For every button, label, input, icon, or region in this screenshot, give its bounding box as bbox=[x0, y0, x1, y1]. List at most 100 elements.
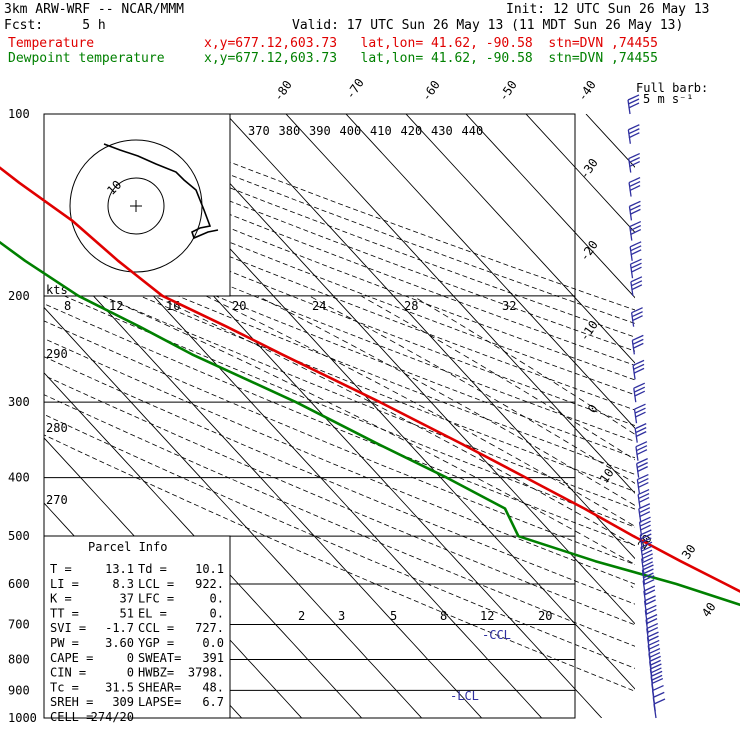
wind-barb-staff bbox=[631, 340, 635, 355]
wind-barb bbox=[643, 585, 656, 606]
wind-barb-flag bbox=[641, 545, 653, 552]
isotherm-label: -50 bbox=[496, 78, 520, 104]
temperature-location: x,y=677.12,603.73 lat,lon= 41.62, -90.58… bbox=[204, 36, 658, 51]
wind-barb-flag bbox=[630, 276, 643, 283]
valid-time: Valid: 17 UTC Sun 26 May 13 (11 MDT Sun … bbox=[292, 18, 684, 33]
wind-barb bbox=[631, 334, 644, 355]
speed-tick-label: 8 bbox=[64, 299, 71, 313]
wind-barb-flag bbox=[644, 599, 656, 606]
wind-barb-staff bbox=[638, 522, 643, 537]
pressure-tick-label: 900 bbox=[8, 683, 30, 697]
isotherm-line bbox=[165, 114, 635, 625]
wind-barb-flag bbox=[633, 363, 645, 370]
wind-barb-flag bbox=[632, 334, 644, 341]
wind-barb-staff bbox=[629, 246, 633, 261]
wind-barb-flag bbox=[646, 618, 658, 625]
wind-barb-flag bbox=[639, 524, 651, 531]
isotherm-label: 40 bbox=[699, 600, 719, 620]
dry-adiabat-line bbox=[44, 356, 635, 605]
dry-adiabat-line bbox=[44, 152, 635, 381]
wind-barb-flag bbox=[631, 315, 643, 322]
wind-barb bbox=[642, 575, 655, 595]
wind-barb-flag bbox=[629, 204, 641, 211]
isotherm-line bbox=[405, 114, 635, 364]
mixing-ratio-label: 8 bbox=[440, 609, 447, 623]
wind-barb-flag bbox=[650, 663, 662, 670]
wind-barb-flag bbox=[651, 674, 663, 681]
wind-barb-flag bbox=[629, 241, 642, 248]
wind-barb-flag bbox=[642, 564, 654, 571]
parcel-info-key: YGP = bbox=[138, 636, 174, 650]
wind-barb-flag bbox=[635, 445, 648, 452]
mixing-ratio-label: 20 bbox=[538, 609, 552, 623]
wind-barb-flag bbox=[630, 228, 642, 236]
parcel-info-value: 0. bbox=[210, 606, 224, 620]
dry-adiabat-line bbox=[44, 139, 635, 366]
wind-barb-flag bbox=[642, 561, 654, 568]
wind-barb-flag bbox=[629, 224, 642, 232]
wind-barb bbox=[643, 595, 656, 615]
parcel-info-key: K = bbox=[50, 592, 72, 606]
wind-barb-flag bbox=[634, 390, 646, 397]
parcel-info-value: 274/20 bbox=[91, 710, 134, 724]
wind-barb bbox=[637, 488, 650, 509]
dewpoint-line bbox=[0, 240, 740, 607]
parcel-info-key: SVI = bbox=[50, 621, 86, 635]
parcel-info-key: Tc = bbox=[50, 680, 79, 694]
wind-barb-flag bbox=[643, 585, 656, 592]
mixing-ratio-label: 5 bbox=[390, 609, 397, 623]
wind-barb-flag bbox=[630, 262, 642, 269]
wind-barb-flag bbox=[639, 511, 651, 518]
forecast-hour: Fcst: 5 h bbox=[4, 18, 106, 33]
wind-barb-staff bbox=[636, 479, 641, 494]
wind-barb-staff bbox=[636, 463, 640, 478]
theta-label: 420 bbox=[401, 124, 423, 138]
wind-barb bbox=[628, 176, 641, 197]
wind-barb-flag bbox=[630, 245, 642, 252]
wind-barb bbox=[627, 124, 640, 144]
moist-adiabat-line bbox=[308, 295, 635, 484]
parcel-info-box bbox=[43, 535, 231, 719]
plot-frame bbox=[43, 113, 576, 719]
moist-adiabat-line bbox=[257, 295, 635, 506]
wind-barb-flag bbox=[629, 160, 641, 168]
wind-barb-staff bbox=[630, 312, 635, 327]
hodograph-box bbox=[43, 113, 231, 297]
wind-barb-flag bbox=[633, 386, 646, 393]
parcel-info-value: 0.0 bbox=[202, 636, 224, 650]
dry-adiabat-line bbox=[44, 303, 635, 546]
wind-barb-staff bbox=[628, 206, 633, 221]
wind-barb-flag bbox=[632, 342, 644, 349]
wind-barb-flag bbox=[628, 124, 640, 131]
speed-tick-label: 12 bbox=[109, 299, 123, 313]
parcel-info-value: 31.5 bbox=[105, 680, 134, 694]
wind-barb-flag bbox=[632, 359, 645, 366]
parcel-info-key: LCL = bbox=[138, 577, 174, 591]
parcel-info-key: CCL = bbox=[138, 621, 174, 635]
parcel-info-value: 10.1 bbox=[195, 562, 224, 576]
parcel-info-value: 0. bbox=[210, 592, 224, 606]
wind-barb-flag bbox=[628, 132, 640, 139]
wind-barb bbox=[636, 458, 648, 478]
wind-barb-flag bbox=[647, 639, 660, 647]
pressure-tick-label: 200 bbox=[8, 289, 30, 303]
isotherm-label: 0 bbox=[585, 402, 601, 416]
mixing-ratio-label: 2 bbox=[298, 609, 305, 623]
wind-barb-flag bbox=[628, 176, 641, 184]
wind-barb-flag bbox=[634, 411, 646, 418]
wind-barb-flag bbox=[638, 496, 650, 504]
wind-barb-staff bbox=[641, 558, 645, 573]
full-barb-value: 5 m s⁻¹ bbox=[643, 92, 694, 106]
wind-barb-flag bbox=[636, 462, 648, 469]
wind-barb-flag bbox=[629, 184, 641, 192]
wind-barb-flag bbox=[653, 698, 666, 705]
parcel-info-value: 3798. bbox=[188, 666, 224, 680]
dry-adiabat-line bbox=[44, 374, 635, 626]
wind-barb-flag bbox=[640, 541, 653, 548]
theta-side-label: 270 bbox=[46, 493, 68, 507]
wind-barb bbox=[632, 359, 645, 380]
pressure-tick-label: 700 bbox=[8, 617, 30, 631]
wind-barb-flag bbox=[645, 614, 658, 621]
wind-barb-staff bbox=[642, 580, 646, 595]
